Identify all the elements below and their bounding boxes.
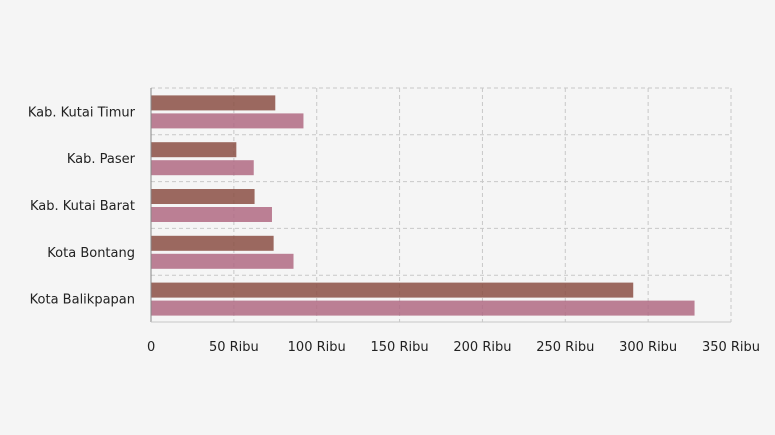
bar [151,113,304,129]
bar [151,189,255,204]
tick-labels: Kota Balikpapan Kota Bontang Kab. Kutai Ba… [28,105,760,355]
bar [151,253,294,269]
bar [151,207,272,222]
y-tick-label: Kab. Kutai Timur [28,105,136,120]
x-tick-label: 200 Ribu [453,340,511,355]
x-tick-label: 50 Ribu [209,340,259,355]
grid-lines [151,87,732,322]
bar [151,95,276,111]
y-tick-label: Kab. Paser [67,152,136,167]
bars [151,95,695,316]
y-tick-label: Kota Bontang [47,246,135,261]
bar [151,300,695,316]
y-tick-label: Kota Balikpapan [30,293,135,308]
bar [151,282,634,298]
x-tick-label: 300 Ribu [619,340,677,355]
x-tick-label: 0 [147,340,155,355]
bar [151,142,237,158]
axes [150,88,731,323]
y-tick-label: Kab. Kutai Barat [30,199,135,214]
x-tick-label: 150 Ribu [371,340,429,355]
x-tick-label: 350 Ribu [702,340,760,355]
x-tick-label: 250 Ribu [536,340,594,355]
x-tick-label: 100 Ribu [288,340,346,355]
bar [151,160,254,176]
bar [151,235,274,251]
